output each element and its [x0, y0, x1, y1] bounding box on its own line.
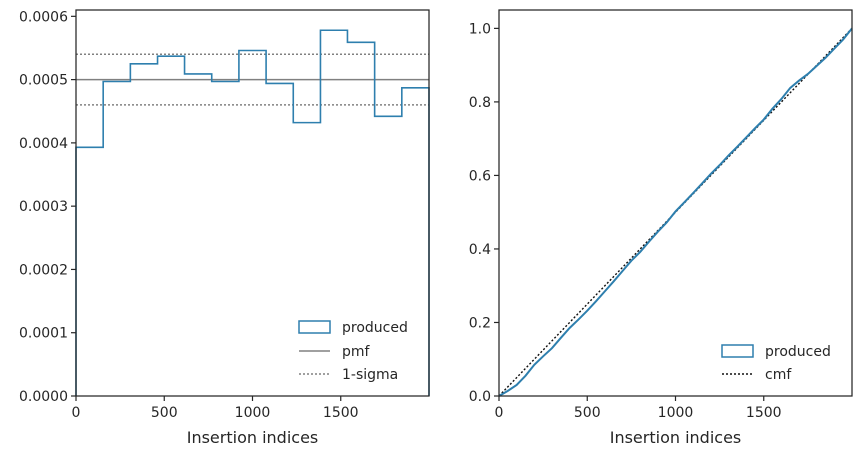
- legend-produced-swatch: [298, 320, 331, 334]
- y-tick-label: 0.0000: [19, 389, 68, 405]
- right-cmf-line: [498, 27, 853, 397]
- legend-produced-label: produced: [342, 320, 408, 336]
- x-tick-label: 1000: [658, 405, 694, 421]
- x-tick-label: 1000: [235, 405, 271, 421]
- x-tick-label: 1500: [323, 405, 359, 421]
- y-tick-label: 0.0006: [19, 9, 68, 25]
- cmf-line: [498, 27, 853, 397]
- y-tick-label: 0.8: [469, 95, 491, 111]
- y-tick-label: 0.0001: [19, 326, 68, 342]
- right-legend: produced cmf: [721, 344, 831, 383]
- right-x-axis-label: Insertion indices: [610, 428, 742, 447]
- left-sigma-lines: [76, 53, 429, 106]
- legend-produced-label: produced: [765, 344, 831, 360]
- y-tick-label: 0.2: [469, 315, 491, 331]
- legend-produced-swatch: [721, 344, 754, 358]
- left-legend: produced pmf 1-sigma: [298, 320, 408, 383]
- x-tick-label: 1500: [746, 405, 782, 421]
- y-tick-label: 0.0003: [19, 199, 68, 215]
- y-tick-label: 0.0002: [19, 262, 68, 278]
- right-produced-line: [498, 27, 853, 397]
- produced-cdf-line: [498, 27, 853, 397]
- y-tick-label: 0.4: [469, 242, 491, 258]
- x-tick-label: 0: [72, 405, 81, 421]
- y-tick-label: 0.0005: [19, 73, 68, 89]
- x-tick-label: 500: [151, 405, 178, 421]
- legend-sigma-label: 1-sigma: [342, 367, 398, 383]
- left-x-axis-label: Insertion indices: [187, 428, 319, 447]
- left-x-ticks: 0 500 1000 1500: [72, 396, 359, 421]
- legend-cmf-label: cmf: [765, 367, 792, 383]
- right-axes-frame: [498, 9, 853, 397]
- left-y-ticks: 0.0000 0.0001 0.0002 0.0003 0.0004 0.0005 0.00…: [19, 9, 76, 405]
- left-histogram: [75, 29, 430, 396]
- right-x-ticks: 0 500 1000 1500: [495, 396, 782, 421]
- x-tick-label: 0: [495, 405, 504, 421]
- left-axes-frame: [75, 9, 430, 397]
- right-y-ticks: 0.0 0.2 0.4 0.6 0.8 1.0: [469, 21, 499, 405]
- left-chart: 0 500 1000 1500 0.00000.00010.00020.00030.0…: [19, 9, 430, 447]
- y-tick-label: 1.0: [469, 21, 491, 37]
- right-chart: 0 500 1000 1500 0.0 0.2 0.4 0.6 0.8 1.0 Insertio…: [469, 9, 853, 447]
- y-tick-label: 0.0004: [19, 136, 68, 152]
- y-tick-label: 0.6: [469, 168, 491, 184]
- x-tick-label: 500: [574, 405, 601, 421]
- y-tick-label: 0.0: [469, 389, 491, 405]
- produced-histogram-step: [75, 29, 430, 396]
- legend-pmf-label: pmf: [342, 344, 371, 360]
